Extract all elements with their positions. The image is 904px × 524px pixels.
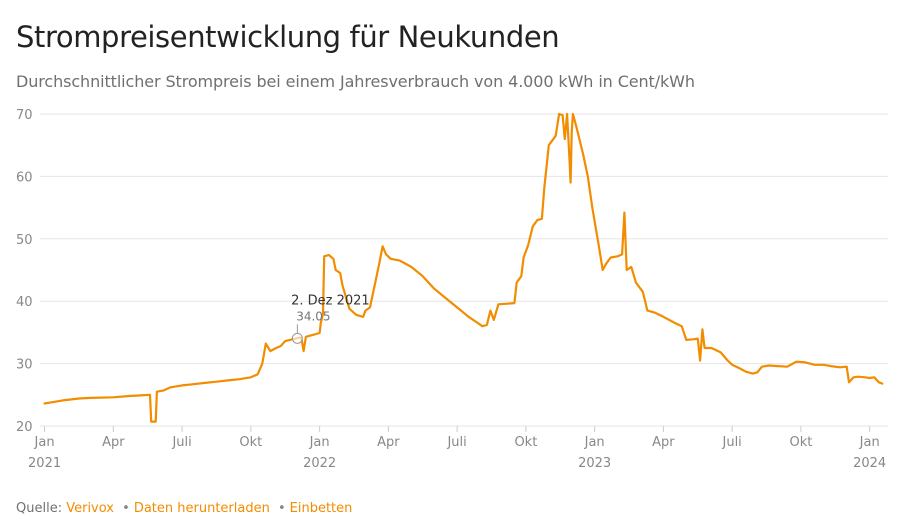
x-axis: Jan 2021 Apr Juli Okt Jan 2022 Apr Juli Okt Jan 202… [28,426,886,471]
x-tick-label: Apr [102,435,125,450]
x-tick-label: Jan [309,435,330,450]
source-link[interactable]: Verivox [66,501,114,516]
grid-lines [40,113,888,427]
tooltip: 2. Dez 2021 34.05 [291,293,370,344]
x-tick-label: Apr [377,435,400,450]
source-prefix: Quelle: [16,501,63,516]
y-tick-label: 50 [16,233,33,248]
separator: • [122,501,130,516]
x-tick-label: Apr [652,435,675,450]
separator: • [277,501,286,516]
x-tick-label: Okt [789,435,812,450]
line-chart[interactable]: 20 30 40 50 60 70 Jan 2021 Apr Juli Okt Jan 2022 Apr… [0,0,904,490]
x-tick-label: Juli [171,435,191,450]
x-tick-label: Juli [722,435,742,450]
x-tick-year-label: 2021 [28,456,61,471]
x-tick-label: Jan [584,435,605,450]
embed-link[interactable]: Einbetten [289,501,353,516]
chart-title: Strompreisentwicklung für Neukunden [16,20,560,54]
x-tick-label: Jan [34,435,55,450]
y-tick-label: 70 [16,108,33,123]
x-tick-label: Okt [239,435,262,450]
series-line-strompreis[interactable] [43,112,884,423]
y-axis: 20 30 40 50 60 70 [16,108,33,435]
tooltip-value-label: 34.05 [296,309,330,323]
x-tick-label: Juli [446,435,466,450]
y-tick-label: 60 [16,170,33,185]
tooltip-date-label: 2. Dez 2021 [291,293,370,308]
x-tick-label: Jan [859,435,880,450]
x-tick-label: Okt [514,435,537,450]
footer: Quelle: Verivox • Daten herunterladen • Ei… [16,501,352,516]
y-tick-label: 30 [16,358,33,373]
x-tick-year-label: 2022 [303,456,336,471]
y-tick-label: 20 [16,420,33,435]
tooltip-marker [291,332,303,344]
x-tick-year-label: 2023 [578,456,611,471]
download-data-link[interactable]: Daten herunterladen [133,501,270,516]
x-tick-year-label: 2024 [853,456,886,471]
chart-subtitle: Durchschnittlicher Strompreis bei einem … [16,72,695,91]
y-tick-label: 40 [16,295,33,310]
